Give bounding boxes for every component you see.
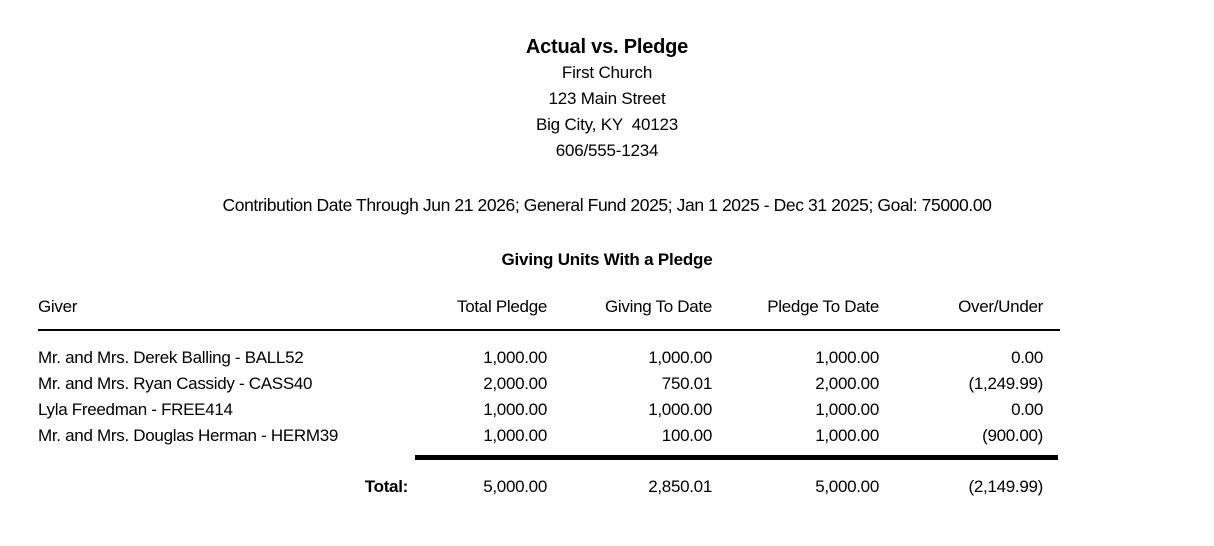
giving-to-date-total: 2,850.01 [648,477,712,496]
table-row: Mr. and Mrs. Derek Balling - BALL52 1,00… [38,345,1060,371]
report-header: Actual vs. Pledge First Church 123 Main … [0,0,1214,164]
report-criteria-line: Contribution Date Through Jun 21 2026; G… [222,195,992,215]
total-divider-rule [415,455,1058,460]
pledge-to-date-value: 1,000.00 [815,426,879,445]
col-header-pledge-to-date: Pledge To Date [767,297,879,316]
table-row: Mr. and Mrs. Douglas Herman - HERM39 1,0… [38,423,1060,449]
table-row: Lyla Freedman - FREE414 1,000.00 1,000.0… [38,397,1060,423]
pledge-to-date-value: 1,000.00 [815,400,879,419]
table-row: Mr. and Mrs. Ryan Cassidy - CASS40 2,000… [38,371,1060,397]
church-address: 123 Main Street [548,89,666,108]
total-pledge-value: 2,000.00 [483,374,547,393]
giver-name: Lyla Freedman - FREE414 [38,400,233,419]
over-under-value: 0.00 [1011,400,1043,419]
report-title: Actual vs. Pledge [525,36,689,58]
total-row: Total: 5,000.00 2,850.01 5,000.00 (2,149… [38,476,1060,498]
table-header-row: Giver Total Pledge Giving To Date Pledge… [38,296,1060,318]
over-under-value: (900.00) [982,426,1043,445]
giving-to-date-value: 750.01 [661,374,713,393]
total-pledge-value: 1,000.00 [483,426,547,445]
over-under-total: (2,149.99) [968,477,1044,496]
giving-to-date-value: 1,000.00 [648,400,712,419]
total-label: Total: [364,477,409,496]
giver-name: Mr. and Mrs. Douglas Herman - HERM39 [38,426,339,445]
total-pledge-total: 5,000.00 [483,477,547,496]
giving-to-date-value: 1,000.00 [648,348,712,367]
church-city-state-zip: Big City, KY 40123 [535,115,679,134]
header-divider-rule [38,329,1060,331]
pledge-table: Giver Total Pledge Giving To Date Pledge… [38,296,1060,498]
pledge-to-date-value: 2,000.00 [815,374,879,393]
church-phone: 606/555-1234 [555,141,659,160]
total-pledge-value: 1,000.00 [483,400,547,419]
total-pledge-value: 1,000.00 [483,348,547,367]
pledge-to-date-total: 5,000.00 [815,477,879,496]
pledge-to-date-value: 1,000.00 [815,348,879,367]
col-header-total-pledge: Total Pledge [457,297,547,316]
table-body: Mr. and Mrs. Derek Balling - BALL52 1,00… [38,345,1060,449]
col-header-over-under: Over/Under [958,297,1043,316]
church-name: First Church [561,63,653,82]
col-header-giver: Giver [38,297,78,316]
giving-to-date-value: 100.00 [661,426,713,445]
section-title: Giving Units With a Pledge [501,250,713,269]
over-under-value: (1,249.99) [968,374,1044,393]
col-header-giving-to-date: Giving To Date [605,297,712,316]
giver-name: Mr. and Mrs. Derek Balling - BALL52 [38,348,304,367]
over-under-value: 0.00 [1011,348,1043,367]
giver-name: Mr. and Mrs. Ryan Cassidy - CASS40 [38,374,313,393]
